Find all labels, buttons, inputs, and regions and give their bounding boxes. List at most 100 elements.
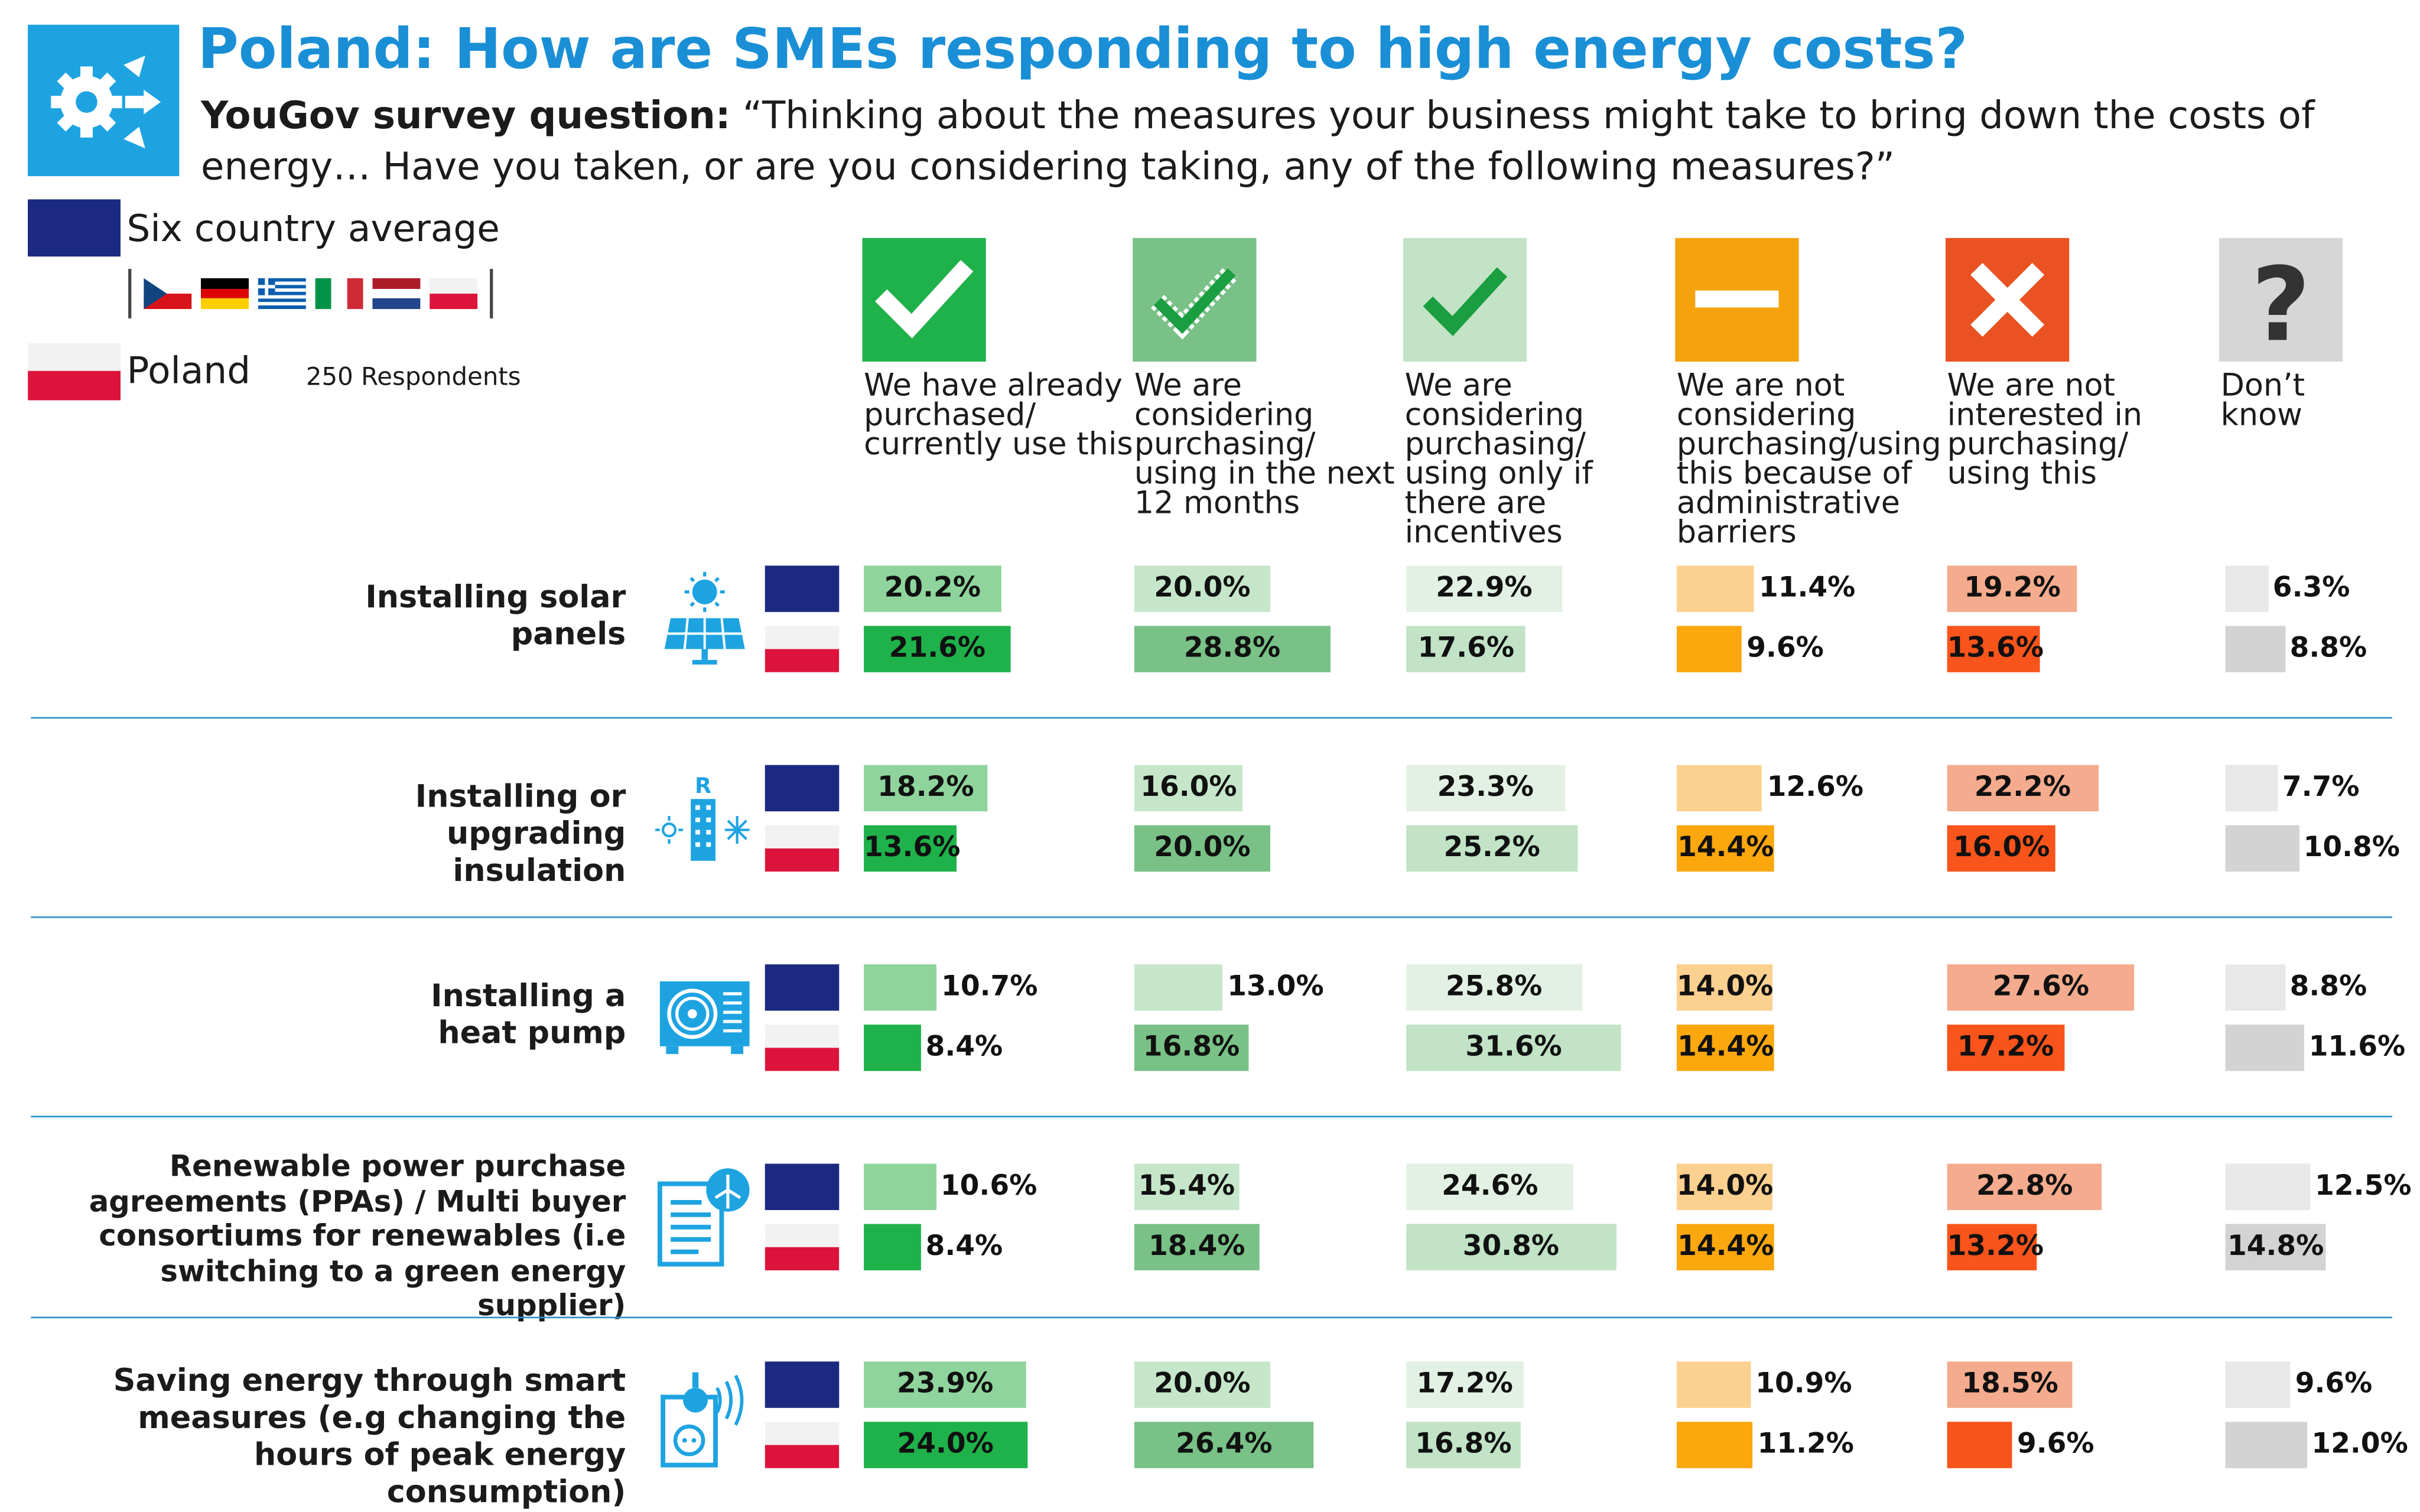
legend-poland-swatch <box>28 343 121 401</box>
bar-poland <box>1406 1422 1521 1468</box>
bar-value-label: 20.2% <box>884 571 981 604</box>
bar-poland <box>1947 1422 2013 1468</box>
bar-average <box>2225 1361 2291 1408</box>
bar-value-label: 23.3% <box>1437 771 1534 804</box>
bar-value-label: 18.2% <box>877 771 974 804</box>
bar-poland <box>1134 1224 1260 1271</box>
bar-poland <box>1676 825 1775 872</box>
bar-value-label: 30.8% <box>1462 1230 1560 1263</box>
row-separator <box>31 916 2392 918</box>
bar-value-label: 22.9% <box>1436 571 1533 604</box>
bar-poland <box>1134 626 1331 672</box>
bar-value-label: 13.6% <box>1947 632 2044 665</box>
bar-poland <box>1134 1025 1249 1071</box>
bar-value-label: 18.4% <box>1149 1230 1245 1263</box>
bar-poland <box>2225 825 2299 872</box>
bar-average <box>864 964 937 1011</box>
column-label-already-use: We have already purchased/ currently use… <box>864 366 1133 463</box>
row-label-heat-pump: Installing a heat pump <box>431 977 626 1051</box>
bar-value-label: 8.8% <box>2289 632 2367 665</box>
average-flag-icon <box>765 964 840 1011</box>
bar-value-label: 7.7% <box>2282 771 2360 804</box>
country-flags-group <box>128 269 493 318</box>
column-label-not-interested: We are not interested in purchasing/ usi… <box>1947 366 2143 492</box>
bar-poland <box>1947 825 2056 872</box>
bar-value-label: 17.6% <box>1417 632 1515 665</box>
bar-value-label: 13.6% <box>864 831 961 864</box>
dotted-check-icon <box>1133 238 1257 362</box>
bar-value-label: 9.6% <box>2295 1367 2373 1400</box>
bar-poland <box>864 1025 921 1071</box>
row-separator <box>31 1116 2392 1118</box>
netherlands-flag-icon <box>372 278 421 310</box>
bar-poland <box>2225 1025 2304 1071</box>
row-separator <box>31 717 2392 719</box>
bar-poland <box>2225 1422 2307 1468</box>
bar-average <box>1134 964 1223 1011</box>
bar-value-label: 8.4% <box>925 1030 1003 1064</box>
bar-poland <box>1676 1025 1775 1071</box>
legend-average-swatch <box>28 199 121 257</box>
svg-text:?: ? <box>2252 245 2311 362</box>
bar-value-label: 16.8% <box>1143 1030 1240 1064</box>
check-icon <box>862 238 986 362</box>
insulation-icon: R <box>653 771 752 867</box>
bar-poland <box>1406 825 1578 872</box>
bar-value-label: 25.8% <box>1445 970 1543 1003</box>
bar-value-label: 17.2% <box>1957 1030 2054 1064</box>
bar-value-label: 14.4% <box>1677 1030 1774 1064</box>
bar-value-label: 14.8% <box>2227 1230 2324 1263</box>
ppa-document-icon <box>655 1165 754 1267</box>
bar-average <box>1406 964 1582 1011</box>
bar-value-label: 20.0% <box>1154 1367 1251 1400</box>
bar-value-label: 13.0% <box>1227 970 1324 1003</box>
bar-average <box>1676 1163 1772 1211</box>
bar-value-label: 14.0% <box>1676 1170 1774 1202</box>
bar-value-label: 28.8% <box>1183 632 1281 665</box>
bar-value-label: 9.6% <box>1746 632 1824 665</box>
bar-value-label: 24.0% <box>897 1428 994 1461</box>
bar-value-label: 12.5% <box>2315 1170 2412 1202</box>
bar-value-label: 10.8% <box>2303 831 2400 864</box>
average-flag-icon <box>765 1361 840 1408</box>
bar-poland <box>2225 1224 2326 1271</box>
bar-average <box>1676 1361 1751 1408</box>
bar-average <box>1947 565 2078 612</box>
bar-poland <box>1947 1025 2064 1071</box>
bar-poland <box>1406 1224 1616 1271</box>
smart-plug-icon <box>658 1369 754 1468</box>
bar-poland <box>1676 1224 1775 1271</box>
solar-panel-icon <box>658 571 751 668</box>
bar-average <box>1676 765 1762 812</box>
bar-value-label: 15.4% <box>1138 1170 1235 1202</box>
bar-value-label: 25.2% <box>1443 831 1540 864</box>
bar-value-label: 11.6% <box>2308 1030 2406 1064</box>
bar-average <box>1947 964 2135 1011</box>
bar-value-label: 19.2% <box>1964 571 2061 604</box>
column-label-next-12-months: We are considering purchasing/ using in … <box>1134 366 1395 521</box>
bar-average <box>864 565 1001 612</box>
survey-question-label: YouGov survey question: <box>201 92 731 138</box>
bar-average <box>2225 964 2285 1011</box>
bar-average <box>864 1361 1027 1408</box>
germany-flag-icon <box>201 278 249 310</box>
bar-poland <box>1676 626 1742 672</box>
bar-value-label: 20.0% <box>1154 571 1251 604</box>
logo-gear-icon <box>28 24 180 177</box>
bar-poland <box>1134 1422 1314 1468</box>
row-label-solar-panels: Installing solar panels <box>365 578 626 652</box>
bar-average <box>1134 565 1271 612</box>
bar-poland <box>1406 626 1526 672</box>
row-separator <box>31 1316 2392 1319</box>
bar-value-label: 8.8% <box>2289 970 2367 1003</box>
bar-average <box>1406 1163 1574 1211</box>
bar-poland <box>1676 1422 1753 1468</box>
bar-poland <box>864 626 1011 672</box>
bar-average <box>1406 565 1562 612</box>
legend-average-label: Six country average <box>126 207 500 251</box>
check-light-icon <box>1403 238 1527 362</box>
bar-poland <box>1134 825 1271 872</box>
bar-value-label: 17.2% <box>1416 1367 1513 1400</box>
svg-text:R: R <box>695 773 711 798</box>
